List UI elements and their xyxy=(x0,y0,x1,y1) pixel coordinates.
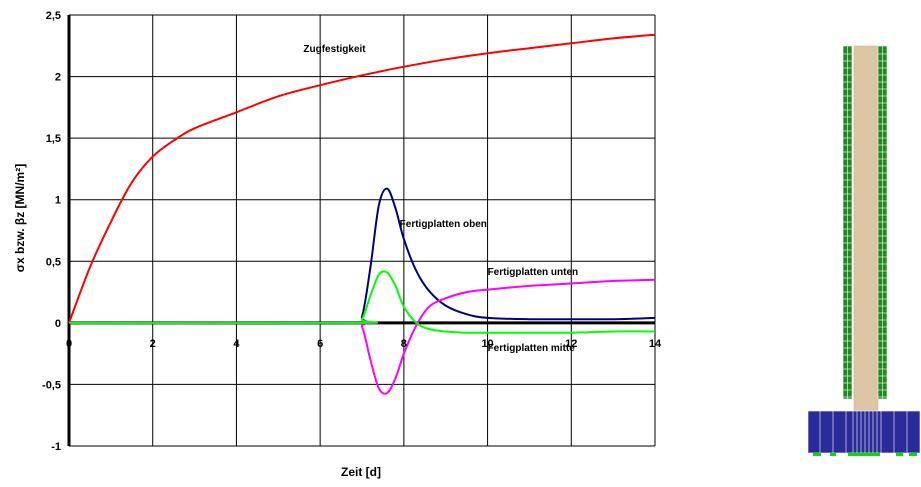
x-tick-label-6: 12 xyxy=(565,338,577,350)
core-column xyxy=(853,45,879,413)
y-tick-label-2: 1,5 xyxy=(46,133,61,145)
x-tick-label-4: 8 xyxy=(401,338,407,350)
y-tick-label-7: -1 xyxy=(51,441,61,453)
chart-background xyxy=(0,0,800,487)
stress-time-chart: 0 2 4 6 8 10 12 14 2,5 2 1,5 1 0,5 0 -0,5 -1 Zugfestigk… xyxy=(0,0,800,487)
base-foot-3 xyxy=(896,453,903,456)
base-foot-0 xyxy=(813,453,821,456)
annotation-2: Fertigplatten unten xyxy=(488,267,579,278)
y-axis-label: σx bzw. βz [MN/m²] xyxy=(13,164,27,272)
x-tick-label-2: 4 xyxy=(233,338,240,350)
x-tick-label-7: 14 xyxy=(649,338,662,350)
base-block xyxy=(807,410,921,454)
annotation-0: Zugfestigkeit xyxy=(303,44,366,55)
base-foot-4 xyxy=(909,453,917,456)
y-tick-label-3: 1 xyxy=(55,195,61,207)
base-foot-1 xyxy=(830,453,836,456)
cross-section-panels xyxy=(842,45,888,413)
cross-section-base xyxy=(807,410,921,456)
base-foot-2 xyxy=(848,453,880,456)
chart-series xyxy=(68,33,656,395)
chart-annotations: Zugfestigkeit Fertigplatten oben Fertigpla… xyxy=(303,44,578,354)
x-tick-label-5: 10 xyxy=(481,338,493,350)
y-tick-label-1: 2 xyxy=(55,72,61,84)
series-line-2 xyxy=(68,278,656,395)
y-tick-label-5: 0 xyxy=(55,318,61,330)
x-tick-label-1: 2 xyxy=(150,338,156,350)
annotation-1: Fertigplatten oben xyxy=(400,219,487,230)
series-line-3 xyxy=(68,270,656,334)
y-tick-label-0: 2,5 xyxy=(46,10,61,22)
x-axis-label: Zeit [d] xyxy=(341,465,381,479)
series-line-0 xyxy=(68,33,656,324)
chart-tick-labels: 0 2 4 6 8 10 12 14 2,5 2 1,5 1 0,5 0 -0,5 -1 xyxy=(42,10,662,453)
x-tick-label-3: 6 xyxy=(317,338,323,350)
y-tick-label-6: -0,5 xyxy=(42,379,61,391)
annotation-3: Fertigplatten mitte xyxy=(488,343,576,354)
x-tick-label-0: 0 xyxy=(66,338,72,350)
cross-section-diagram xyxy=(807,45,921,456)
y-tick-label-4: 0,5 xyxy=(46,256,61,268)
